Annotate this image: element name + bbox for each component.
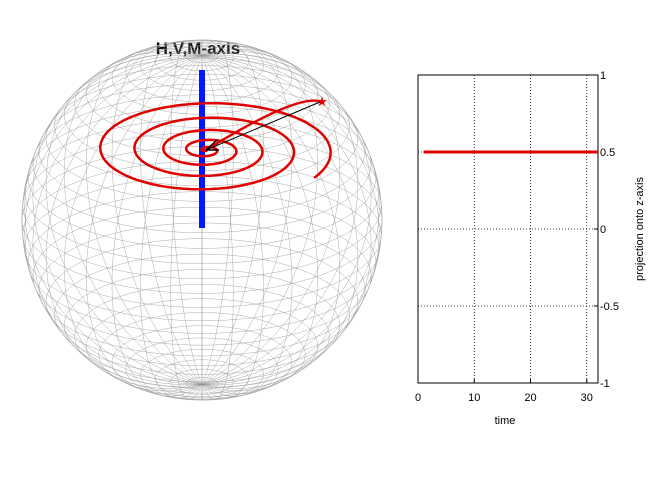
sphere-meridian-line [201,55,264,399]
sphere-meridian-line [201,51,359,385]
state-vector-arrow [205,101,321,151]
sphere-meridian-line [170,55,203,400]
x-tick-label: 20 [524,392,536,404]
y-tick-label: 0 [600,224,606,236]
y-tick-label: -1 [600,378,610,390]
sphere-meridian-line [45,51,203,385]
sphere-wireframe [21,39,383,401]
start-star-marker: ★ [316,94,328,109]
y-tick-label: -0.5 [600,301,619,313]
bloch-sphere-panel: H,V,M-axis ★ [21,39,383,401]
sphere-meridian-line [201,55,234,400]
sphere-meridian-line [201,53,372,385]
sphere-meridian-line [140,55,203,399]
sphere-meridian-line [32,53,203,385]
x-tick-label: 0 [415,392,421,404]
sphere-meridian-line [201,55,359,389]
sphere-meridian-line [32,55,203,387]
sphere-meridian-line [86,55,203,394]
vector-arrowhead [205,139,219,151]
projection-chart: 0 10 20 30 1 0.5 0 -0.5 -1 time projection onto … [415,70,646,427]
sphere-meridian-line [201,46,318,385]
x-axis-label: time [495,415,516,427]
y-tick-label: 0.5 [600,147,615,159]
sphere-meridian-line [201,55,380,386]
chart-ticks: 0 10 20 30 1 0.5 0 -0.5 -1 [415,70,619,404]
sphere-meridian-line [170,40,203,385]
sphere-meridian-line [201,41,264,385]
sphere-meridian-line [201,55,372,387]
vector-line [205,101,321,151]
y-axis-label: projection onto z-axis [634,177,646,281]
x-tick-label: 10 [468,392,480,404]
sphere-meridian-line [140,41,203,385]
sphere-outline [21,39,383,401]
sphere-meridian-line [201,40,234,385]
chart-gridlines [418,75,598,383]
sphere-meridian-line [86,46,203,385]
sphere-meridian-line [24,54,203,385]
y-tick-label: 1 [600,70,606,82]
x-tick-label: 30 [581,392,593,404]
trajectory-spiral [99,99,332,191]
sphere-meridian-line [45,55,203,389]
